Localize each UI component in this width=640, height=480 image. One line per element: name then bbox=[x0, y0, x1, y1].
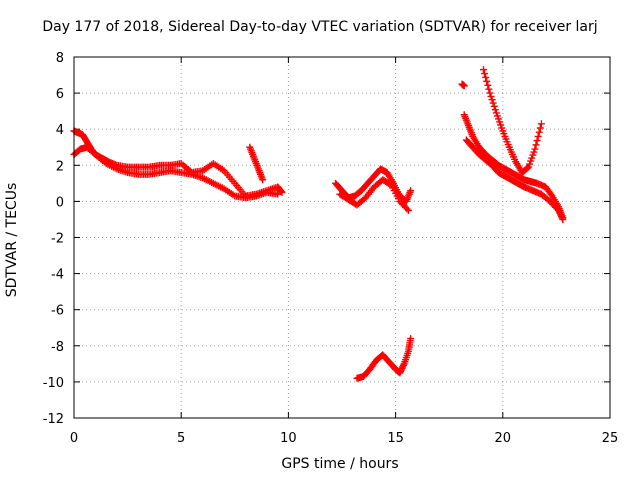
data-point bbox=[259, 176, 267, 184]
y-tick-label: 6 bbox=[56, 87, 64, 102]
data-point bbox=[407, 335, 415, 343]
data-point bbox=[481, 70, 489, 78]
data-point bbox=[488, 96, 496, 104]
plot-frame bbox=[73, 56, 611, 419]
series-arc-8 bbox=[480, 66, 545, 177]
grid-lines bbox=[74, 57, 610, 418]
data-point bbox=[482, 73, 490, 81]
y-tick-label: 2 bbox=[56, 159, 64, 174]
x-axis-label: GPS time / hours bbox=[281, 456, 399, 472]
x-tick-label: 5 bbox=[177, 431, 185, 446]
series-arc-6 bbox=[353, 335, 415, 382]
data-point bbox=[533, 137, 541, 145]
x-tick-label: 25 bbox=[602, 431, 619, 446]
data-point bbox=[537, 120, 545, 128]
data-point bbox=[407, 187, 415, 195]
data-point bbox=[403, 205, 411, 213]
y-tick-label: -4 bbox=[51, 268, 64, 283]
data-point bbox=[532, 141, 540, 149]
y-tick-label: -6 bbox=[51, 304, 64, 319]
data-point bbox=[491, 106, 499, 114]
y-tick-label: 8 bbox=[56, 51, 64, 66]
data-points bbox=[70, 66, 567, 382]
series-arc-10 bbox=[458, 80, 468, 90]
data-point bbox=[386, 180, 394, 188]
y-tick-label: -8 bbox=[51, 340, 64, 355]
series-arc-2 bbox=[70, 143, 282, 202]
data-point bbox=[535, 128, 543, 136]
data-point bbox=[484, 81, 492, 89]
chart-title: Day 177 of 2018, Sidereal Day-to-day VTE… bbox=[42, 19, 598, 35]
data-point bbox=[486, 89, 494, 97]
data-point bbox=[536, 124, 544, 132]
y-tick-label: -10 bbox=[43, 376, 64, 391]
x-tick-label: 20 bbox=[495, 431, 512, 446]
series-arc-9 bbox=[462, 136, 567, 223]
data-point bbox=[278, 188, 286, 196]
y-axis-label: SDTVAR / TECUs bbox=[4, 182, 20, 298]
series-arc-7 bbox=[460, 111, 567, 222]
data-point bbox=[487, 92, 495, 100]
data-point bbox=[480, 66, 488, 74]
y-tick-label: 4 bbox=[56, 123, 64, 138]
data-point bbox=[490, 102, 498, 110]
series-arc-5 bbox=[336, 176, 412, 214]
data-point bbox=[523, 164, 531, 172]
data-point bbox=[558, 214, 566, 222]
tick-labels: 0 5 10 15 20 25 -12 -10 -8 -6 -4 -2 0 2 4 6 8 bbox=[43, 51, 619, 446]
x-tick-label: 15 bbox=[387, 431, 404, 446]
data-point bbox=[534, 132, 542, 140]
y-tick-label: 0 bbox=[56, 195, 64, 210]
data-point bbox=[460, 82, 468, 90]
data-point bbox=[483, 77, 491, 85]
y-tick-label: -2 bbox=[51, 232, 64, 247]
data-point bbox=[274, 190, 282, 198]
data-point bbox=[559, 215, 567, 223]
x-tick-label: 0 bbox=[70, 431, 78, 446]
data-point bbox=[485, 85, 493, 93]
data-point bbox=[399, 361, 407, 369]
data-point bbox=[277, 187, 285, 195]
data-point bbox=[531, 145, 539, 153]
x-tick-label: 10 bbox=[280, 431, 297, 446]
data-point bbox=[404, 206, 412, 214]
series-arc-3 bbox=[246, 143, 267, 184]
data-point bbox=[489, 99, 497, 107]
y-tick-label: -12 bbox=[43, 412, 64, 427]
